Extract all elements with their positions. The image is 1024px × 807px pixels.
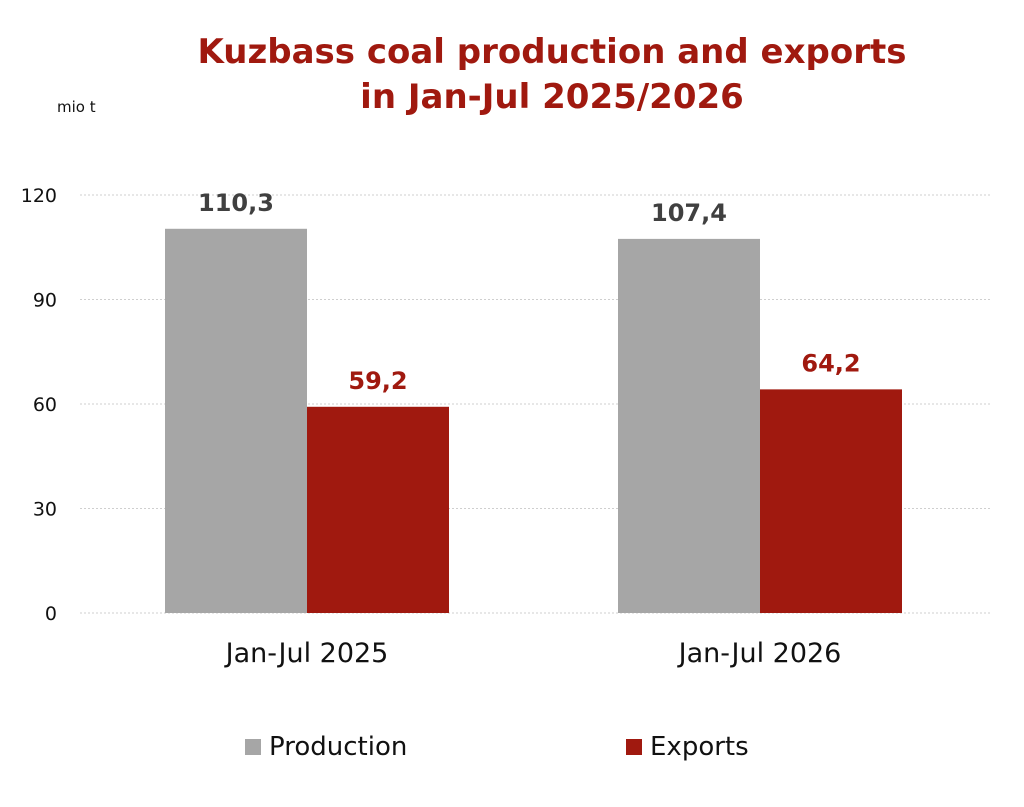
legend-label-exports: Exports (650, 732, 749, 762)
legend-swatch-exports (626, 739, 642, 755)
x-tick-label: Jan-Jul 2025 (224, 638, 389, 669)
bar-production (165, 228, 307, 613)
chart-title-line-1: Kuzbass coal production and exports (197, 32, 907, 72)
legend-item-production: Production (245, 732, 407, 762)
data-label: 64,2 (801, 349, 860, 377)
y-tick-label: 120 (21, 185, 57, 207)
x-tick-label: Jan-Jul 2026 (677, 638, 842, 669)
legend-swatch-production (245, 739, 261, 755)
chart-title: Kuzbass coal production and exports in J… (80, 30, 1024, 120)
y-axis-unit-label: mio t (57, 98, 96, 116)
bar-production (618, 238, 760, 613)
legend-item-exports: Exports (626, 732, 749, 762)
chart-title-line-2: in Jan-Jul 2025/2026 (360, 77, 744, 117)
y-tick-label: 0 (45, 603, 57, 625)
data-label: 107,4 (651, 199, 727, 227)
y-tick-label: 30 (33, 499, 57, 521)
y-tick-label: 60 (33, 394, 57, 416)
y-tick-label: 90 (33, 290, 57, 312)
data-label: 110,3 (198, 189, 274, 217)
bar-exports (760, 389, 902, 613)
data-label: 59,2 (348, 367, 407, 395)
bar-exports (307, 406, 449, 613)
legend-label-production: Production (269, 732, 408, 762)
